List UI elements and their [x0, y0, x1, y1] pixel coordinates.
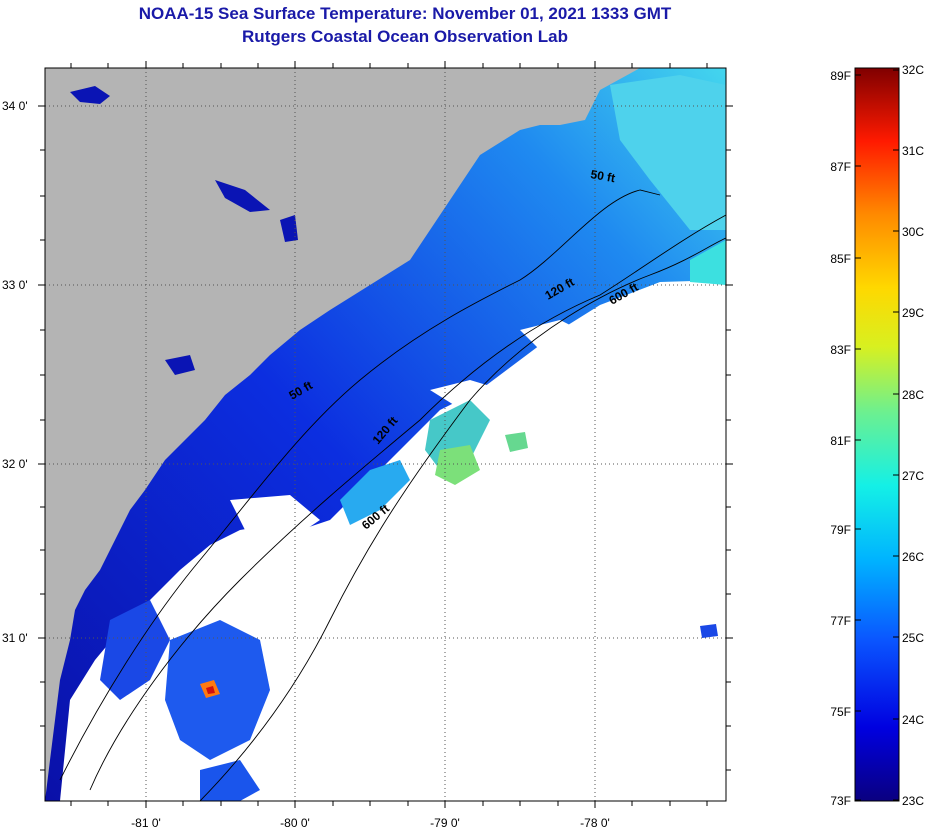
sst-patches [100, 75, 726, 801]
cbar-f-79: 79F [830, 523, 851, 537]
colorbar-c-ticks [893, 69, 899, 801]
land-area [45, 68, 640, 801]
cbar-f-73: 73F [830, 794, 851, 808]
map-subtitle: Rutgers Coastal Ocean Observation Lab [242, 27, 568, 46]
map-title: NOAA-15 Sea Surface Temperature: Novembe… [138, 4, 672, 23]
cbar-c-28: 28C [902, 388, 924, 402]
cbar-f-77: 77F [830, 614, 851, 628]
lon-ticks [70, 61, 708, 808]
cbar-f-83: 83F [830, 343, 851, 357]
colorbar-f-ticks [855, 74, 861, 801]
lon-label-79: -79 0' [430, 816, 460, 830]
inland-water [70, 86, 298, 375]
lat-label-32: 32 0' [2, 457, 28, 471]
cbar-c-24: 24C [902, 713, 924, 727]
lat-label-33: 33 0' [2, 278, 28, 292]
lat-label-31: 31 0' [2, 631, 28, 645]
lon-label-78: -78 0' [580, 816, 610, 830]
cbar-f-89: 89F [830, 69, 851, 83]
cbar-f-81: 81F [830, 434, 851, 448]
lat-ticks [38, 105, 733, 771]
cbar-f-75: 75F [830, 705, 851, 719]
map-frame [44, 67, 727, 802]
lat-label-34: 34 0' [2, 99, 28, 113]
cbar-c-26: 26C [902, 550, 924, 564]
depth-contours [59, 189, 726, 801]
cbar-f-87: 87F [830, 160, 851, 174]
cbar-c-25: 25C [902, 631, 924, 645]
colorbar [854, 67, 900, 802]
cbar-c-30: 30C [902, 225, 924, 239]
cbar-c-23: 23C [902, 794, 924, 808]
graticule [45, 68, 726, 801]
cbar-c-32: 32C [902, 63, 924, 77]
cbar-c-27: 27C [902, 469, 924, 483]
cbar-c-29: 29C [902, 306, 924, 320]
contour-label-50ft-north: 50 ft [589, 167, 616, 185]
lon-label-81: -81 0' [131, 816, 161, 830]
cbar-f-85: 85F [830, 252, 851, 266]
cbar-c-31: 31C [902, 144, 924, 158]
lon-label-80: -80 0' [280, 816, 310, 830]
